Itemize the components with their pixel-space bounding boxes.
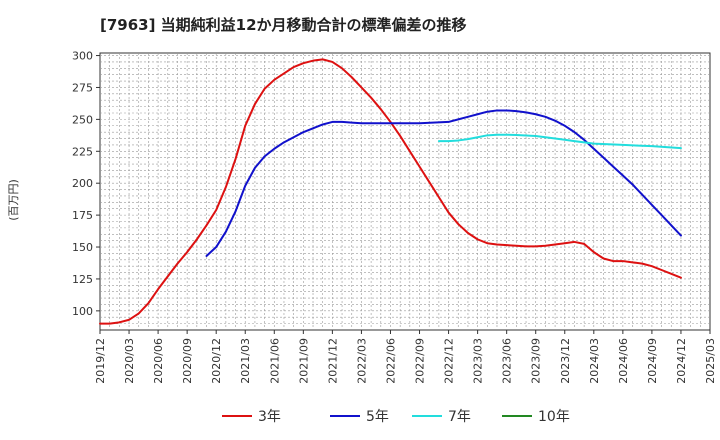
x-tick-label: 2024/12: [675, 338, 688, 384]
legend: 3年 5年 7年 10年: [222, 409, 570, 425]
y-tick-label: 225: [72, 145, 93, 158]
y-tick-label: 275: [72, 81, 93, 94]
y-tick-label: 300: [72, 50, 93, 63]
series-line-5年: [205, 109, 682, 257]
x-tick-label: 2023/06: [501, 338, 514, 384]
y-tick-label: 100: [72, 305, 93, 318]
plot-area: [99, 52, 711, 331]
x-tick-label: 2023/09: [530, 338, 543, 384]
x-tick-label: 2021/06: [268, 338, 281, 384]
x-tick-label: 2020/09: [181, 338, 194, 384]
x-tick-label: 2019/12: [94, 338, 107, 384]
x-tick-label: 2020/06: [152, 338, 165, 384]
x-tick-label: 2022/12: [443, 338, 456, 384]
series-layer: [99, 58, 682, 325]
x-tick-label: 2024/09: [646, 338, 659, 384]
x-tick-label: 2021/12: [326, 338, 339, 384]
legend-label-5年: 5年: [366, 409, 389, 425]
y-axis-label: (百万円): [7, 179, 20, 221]
legend-label-7年: 7年: [448, 409, 471, 425]
x-tick-label: 2024/03: [588, 338, 601, 384]
x-tick-label: 2020/03: [123, 338, 136, 384]
x-tick-label: 2025/03: [704, 338, 717, 384]
x-tick-label: 2020/12: [210, 338, 223, 384]
grid-layer: [100, 53, 710, 330]
y-tick-label: 200: [72, 177, 93, 190]
y-tick-label: 175: [72, 209, 93, 222]
legend-label-3年: 3年: [258, 409, 281, 425]
x-tick-label: 2022/06: [384, 338, 397, 384]
legend-label-10年: 10年: [538, 409, 570, 425]
x-tick-label: 2022/09: [414, 338, 427, 384]
axis-layer: 100 125 150 175 200 225 250 275 300 2019/12 2020/0…: [72, 50, 717, 384]
x-tick-label: 2021/03: [239, 338, 252, 384]
x-tick-label: 2023/03: [472, 338, 485, 384]
x-tick-label: 2023/12: [559, 338, 572, 384]
series-line-7年: [437, 133, 682, 150]
y-tick-label: 125: [72, 273, 93, 286]
chart-title: [7963] 当期純利益12か月移動合計の標準偏差の推移: [100, 16, 467, 34]
y-tick-label: 250: [72, 113, 93, 126]
y-tick-label: 150: [72, 241, 93, 254]
x-tick-label: 2022/03: [355, 338, 368, 384]
series-line-3年: [99, 58, 682, 325]
x-tick-label: 2021/09: [297, 338, 310, 384]
x-tick-label: 2024/06: [617, 338, 630, 384]
